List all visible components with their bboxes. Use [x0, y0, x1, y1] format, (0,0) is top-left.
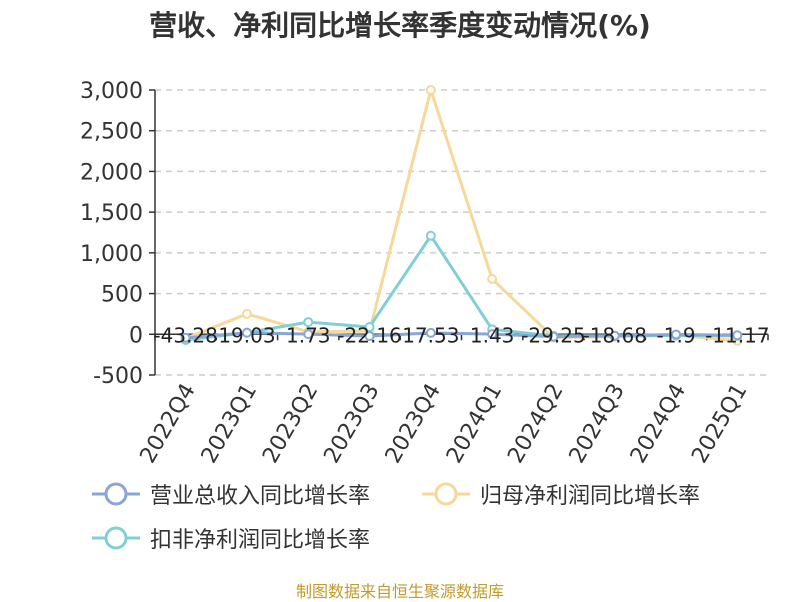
x-tick-label: 2025Q1: [687, 380, 752, 468]
data-label: -43.28: [153, 323, 217, 347]
y-tick-label: 2,000: [80, 160, 143, 185]
data-point: [425, 327, 436, 338]
data-label: 1.43: [470, 323, 515, 347]
x-tick-label: 2024Q2: [503, 380, 568, 468]
x-tick-label: 2024Q1: [442, 380, 507, 468]
legend-item-revenue[interactable]: 营业总收入同比增长率: [90, 478, 370, 510]
data-label: 1.73: [286, 323, 331, 347]
data-label: -22.16: [337, 323, 401, 347]
x-tick-label: 2023Q3: [319, 380, 384, 468]
data-point: [241, 327, 252, 338]
source-text: 制图数据来自恒生聚源数据库: [295, 582, 504, 601]
legend-deducted-net-profit-icon: [92, 526, 140, 550]
legend-deducted-net-profit-label: 扣非净利润同比增长率: [150, 528, 371, 553]
data-label: 17.53: [402, 323, 459, 347]
legend-net-profit-icon: [422, 482, 470, 506]
y-tick-label: 1,500: [80, 201, 143, 226]
data-point: [425, 85, 436, 95]
y-tick-label: 2,500: [80, 120, 143, 145]
data-point: [303, 329, 314, 340]
x-tick-label: 2022Q4: [136, 380, 201, 468]
y-tick-label: 0: [129, 323, 143, 348]
x-tick-label: 2024Q3: [565, 380, 630, 468]
y-tick-label: 500: [101, 283, 143, 308]
data-point: [487, 273, 498, 284]
legend-item-net-profit[interactable]: 归母净利润同比增长率: [420, 478, 700, 510]
axis-layer: -50005001,0001,5002,0002,5003,0002022Q42…: [80, 79, 769, 468]
x-tick-label: 2023Q4: [381, 379, 446, 467]
legend-item-deducted-net-profit[interactable]: 扣非净利润同比增长率: [90, 522, 370, 554]
data-label: 19.03: [218, 323, 275, 347]
data-label: -18.68: [583, 323, 647, 347]
x-tick-label: 2023Q1: [197, 380, 262, 468]
data-point: [364, 321, 375, 332]
series-line: [185, 88, 738, 343]
data-point: [548, 331, 559, 342]
legend-net-profit-label: 归母净利润同比增长率: [480, 484, 701, 509]
data-point: [671, 329, 682, 340]
data-label: -29.25: [521, 323, 585, 347]
data-point: [425, 230, 436, 241]
data-point: [732, 330, 743, 341]
y-tick-label: 1,000: [80, 242, 143, 267]
series-layer: [180, 85, 743, 346]
legend-revenue-label: 营业总收入同比增长率: [150, 484, 371, 509]
data-point: [303, 317, 314, 328]
legend-revenue-icon: [92, 482, 140, 506]
data-point: [609, 330, 620, 341]
data-point: [364, 331, 375, 342]
chart-title: 营收、净利同比增长率季度变动情况(%): [149, 9, 651, 42]
data-label: -1.9: [657, 323, 696, 347]
series-line: [185, 331, 738, 340]
y-tick-label: -500: [93, 364, 143, 389]
data-label: -11.17: [705, 323, 769, 347]
x-tick-label: 2023Q2: [258, 380, 323, 468]
data-point: [487, 329, 498, 340]
data-point: [241, 308, 252, 319]
y-tick-label: 3,000: [80, 79, 143, 104]
data-label-layer: -43.28 19.03 1.73 -22.16 17.53 1.43 -29.25-18.…: [153, 323, 769, 347]
data-point: [180, 332, 191, 343]
x-tick-label: 2024Q4: [626, 380, 691, 468]
